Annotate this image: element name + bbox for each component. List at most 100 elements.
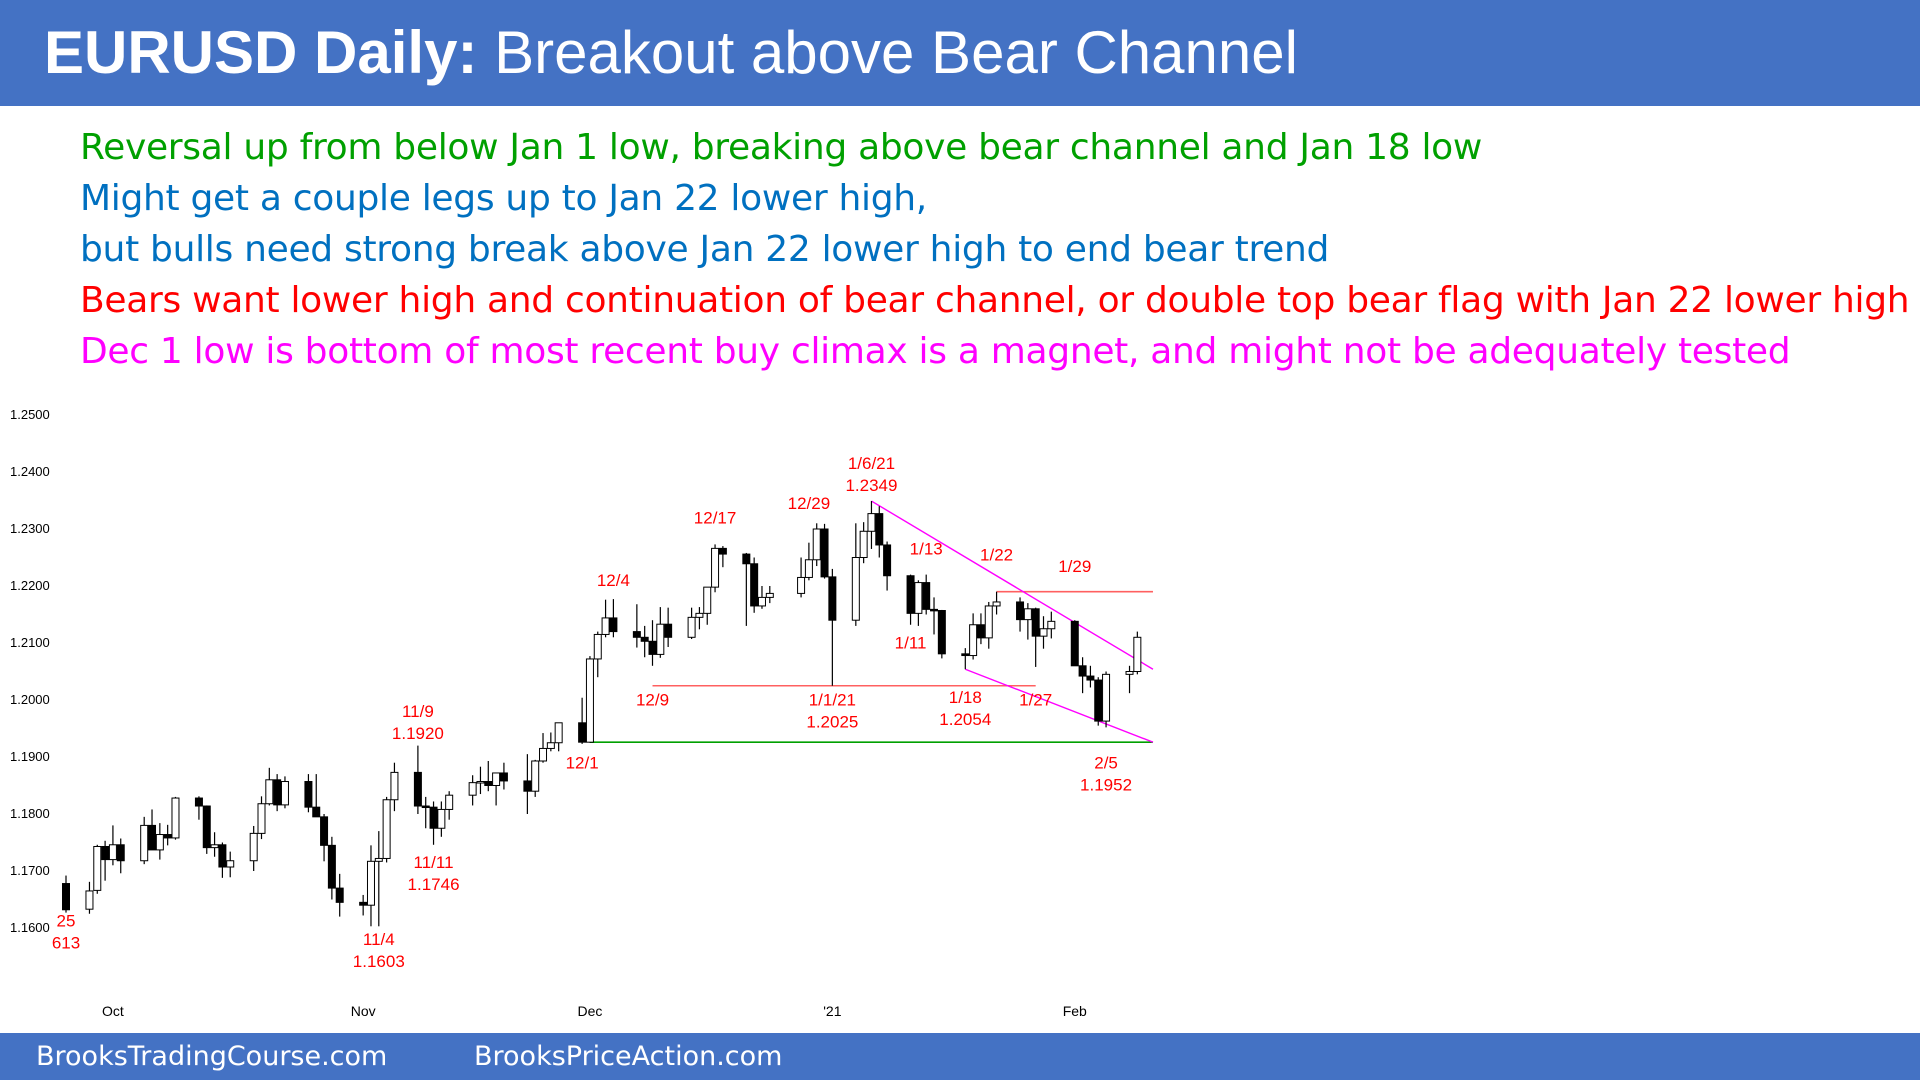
annotation-label: 1.1746 xyxy=(408,875,460,894)
candle-body xyxy=(484,781,493,787)
candle xyxy=(632,604,641,648)
candle xyxy=(249,825,258,871)
candle-body xyxy=(593,633,602,660)
annotation-label: 12/9 xyxy=(636,691,669,710)
candle-body xyxy=(797,576,806,594)
candle-body xyxy=(218,844,227,868)
candle-body xyxy=(265,779,274,805)
candle-body xyxy=(546,742,555,749)
candle-body xyxy=(632,631,641,638)
candle-body xyxy=(359,901,368,906)
candle-body xyxy=(1031,608,1040,637)
candle-body xyxy=(499,772,508,782)
candle-body xyxy=(108,844,117,861)
candle-body xyxy=(1133,636,1142,673)
channel-line xyxy=(965,668,1154,743)
candle xyxy=(648,620,657,666)
candle xyxy=(194,796,203,820)
candle xyxy=(1094,677,1103,726)
candle xyxy=(445,791,454,820)
candle-body xyxy=(320,816,329,846)
candle-body xyxy=(867,513,876,532)
candle xyxy=(718,546,727,568)
candle xyxy=(742,552,751,626)
annotation-label: 25 xyxy=(57,911,76,930)
candle-body xyxy=(1070,620,1079,667)
candle xyxy=(335,873,344,917)
x-tick-label: Feb xyxy=(1063,1003,1087,1019)
candle-body xyxy=(750,563,759,607)
annotation-label: 1/13 xyxy=(910,540,943,559)
candle-body xyxy=(961,653,970,657)
candle-body xyxy=(812,528,821,561)
candle-body xyxy=(280,781,289,806)
candle-body xyxy=(531,760,540,792)
candle xyxy=(578,697,587,744)
candle xyxy=(320,814,329,862)
candle xyxy=(883,541,892,591)
candle xyxy=(280,776,289,809)
candle xyxy=(812,523,821,567)
candle-body xyxy=(585,658,594,743)
y-tick-label: 1.1700 xyxy=(10,863,50,878)
candle-body xyxy=(312,806,321,818)
candle-body xyxy=(304,781,313,808)
annotation-label: 1/11 xyxy=(895,634,927,653)
candle xyxy=(851,523,860,626)
candle-body xyxy=(922,582,931,610)
annotations: 25 613 11/4 1.1603 11/9 1.1920 11/11 1.1746 12/1… xyxy=(52,454,1132,971)
candle-body xyxy=(742,553,751,565)
annotation-label: 12/1 xyxy=(566,753,599,772)
candle-body xyxy=(101,845,110,861)
candle xyxy=(202,805,211,854)
candle-body xyxy=(85,890,94,910)
candle-body xyxy=(828,576,837,621)
candle xyxy=(539,733,548,763)
footer-link-priceaction[interactable]: BrooksPriceAction.com xyxy=(474,1041,783,1072)
candle xyxy=(1070,620,1079,667)
candle xyxy=(1023,603,1032,640)
y-tick-label: 1.1600 xyxy=(10,920,50,935)
annotation-label: 1/18 xyxy=(949,688,982,707)
candle xyxy=(585,656,594,743)
y-tick-label: 1.1800 xyxy=(10,806,50,821)
candle-body xyxy=(969,624,978,657)
candle-body xyxy=(421,805,430,809)
x-tick-label: Dec xyxy=(577,1003,602,1019)
title-subtitle: Breakout above Bear Channel xyxy=(494,19,1298,86)
footer-bar: BrooksTradingCourse.com BrooksPriceActio… xyxy=(0,1033,1920,1080)
y-tick-label: 1.1900 xyxy=(10,749,50,764)
candle-body xyxy=(992,601,1001,607)
candle-body xyxy=(937,610,946,655)
candle-body xyxy=(984,605,993,639)
candle xyxy=(382,796,391,863)
candle xyxy=(765,586,774,604)
candle-body xyxy=(906,575,915,614)
annotation-label: 1/22 xyxy=(980,545,1013,564)
candle-body xyxy=(609,617,618,633)
candle xyxy=(148,809,157,851)
candle xyxy=(687,607,696,640)
candle-body xyxy=(757,596,766,607)
candle-body xyxy=(1102,673,1111,722)
candle-body xyxy=(648,640,657,655)
candle xyxy=(116,838,125,874)
candle xyxy=(523,754,532,814)
candle-body xyxy=(202,805,211,849)
annotation-label: 11/4 xyxy=(363,930,395,949)
y-tick-label: 1.2500 xyxy=(10,407,50,422)
footer-link-course[interactable]: BrooksTradingCourse.com xyxy=(36,1041,388,1072)
y-tick-label: 1.2300 xyxy=(10,521,50,536)
candle xyxy=(492,772,501,806)
candle xyxy=(531,759,540,797)
candle-body xyxy=(1023,608,1032,621)
candle xyxy=(593,631,602,678)
candle-body xyxy=(765,592,774,598)
annotation-label: 11/9 xyxy=(402,702,434,721)
candle-body xyxy=(578,722,587,743)
candle-body xyxy=(140,824,149,862)
candle xyxy=(1039,616,1048,649)
candle-body xyxy=(327,844,336,889)
candle xyxy=(554,722,563,752)
candle-body xyxy=(476,781,485,784)
